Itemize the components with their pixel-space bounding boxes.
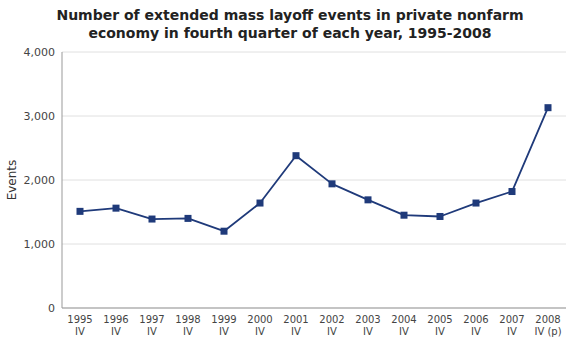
grid-line <box>62 308 566 309</box>
marker <box>545 104 552 111</box>
title: Number of extended mass layoff events in… <box>56 7 523 41</box>
text-line: IV <box>147 326 157 337</box>
y-tick-label: 4,000 <box>24 46 56 59</box>
line <box>80 108 548 232</box>
text-line: 2005 <box>427 314 452 325</box>
x-axis: 1995IV1996IV1997IV1998IV1999IV2000IV2001… <box>67 314 561 337</box>
text-line: IV <box>219 326 229 337</box>
marker <box>149 216 156 223</box>
x-tick-label: 2006IV <box>463 314 488 337</box>
x-tick-label: 1998IV <box>175 314 200 337</box>
grid-line <box>62 116 566 117</box>
text-line: IV <box>183 326 193 337</box>
text-line: 2002 <box>319 314 344 325</box>
chart-svg: Number of extended mass layoff events in… <box>0 0 580 360</box>
x-tick-label: 2001IV <box>283 314 308 337</box>
y-axis: 0 1,000 2,000 3,000 4,000 <box>24 46 567 315</box>
text-line: 1996 <box>103 314 128 325</box>
text-line: IV <box>75 326 85 337</box>
x-tick-label: 2008IV (p) <box>534 314 561 337</box>
x-tick-label: 1997IV <box>139 314 164 337</box>
x-tick-label: 1995IV <box>67 314 92 337</box>
marker <box>437 213 444 220</box>
x-tick-label: 1999IV <box>211 314 236 337</box>
text-line: IV (p) <box>534 326 561 337</box>
marker <box>401 212 408 219</box>
text-line: IV <box>471 326 481 337</box>
marker <box>473 200 480 207</box>
y-tick-label: 3,000 <box>24 110 56 123</box>
x-tick-label: 2002IV <box>319 314 344 337</box>
text-line: 2004 <box>391 314 416 325</box>
marker <box>293 152 300 159</box>
marker <box>113 205 120 212</box>
x-tick-label: 2005IV <box>427 314 452 337</box>
text-line: IV <box>327 326 337 337</box>
marker <box>77 208 84 215</box>
text-line: IV <box>507 326 517 337</box>
text-line: 1998 <box>175 314 200 325</box>
x-tick-label: 1996IV <box>103 314 128 337</box>
y-tick-label: 0 <box>48 302 55 315</box>
x-tick-label: 2000IV <box>247 314 272 337</box>
marker <box>365 196 372 203</box>
text-line: IV <box>111 326 121 337</box>
grid-line <box>62 180 566 181</box>
background <box>0 0 580 360</box>
y-axis-label: Events <box>5 160 19 201</box>
y-tick-label: 1,000 <box>24 238 56 251</box>
text-line: IV <box>291 326 301 337</box>
marker <box>329 180 336 187</box>
text-line: 2006 <box>463 314 488 325</box>
chart-container: Number of extended mass layoff events in… <box>0 0 580 360</box>
text-line: IV <box>363 326 373 337</box>
marker <box>509 188 516 195</box>
data-group <box>77 104 552 235</box>
text-line: economy in fourth quarter of each year, … <box>88 25 491 41</box>
text-line: 1995 <box>67 314 92 325</box>
text-line: IV <box>255 326 265 337</box>
x-axis-line <box>62 308 566 309</box>
marker <box>185 215 192 222</box>
text-line: 1999 <box>211 314 236 325</box>
text-line: 2003 <box>355 314 380 325</box>
x-tick-label: 2007IV <box>499 314 524 337</box>
marker <box>257 200 264 207</box>
marker <box>221 228 228 235</box>
text-line: 1997 <box>139 314 164 325</box>
x-tick-label: 2003IV <box>355 314 380 337</box>
text-line: 2007 <box>499 314 524 325</box>
text-line: 2008 <box>535 314 560 325</box>
text-line: 2001 <box>283 314 308 325</box>
text-line: Number of extended mass layoff events in… <box>56 7 523 23</box>
text-line: IV <box>435 326 445 337</box>
y-axis-line <box>62 52 63 308</box>
grid-line <box>62 52 566 53</box>
text-line: 2000 <box>247 314 272 325</box>
y-tick-label: 2,000 <box>24 174 56 187</box>
text-line: IV <box>399 326 409 337</box>
grid-line <box>62 244 566 245</box>
x-tick-label: 2004IV <box>391 314 416 337</box>
